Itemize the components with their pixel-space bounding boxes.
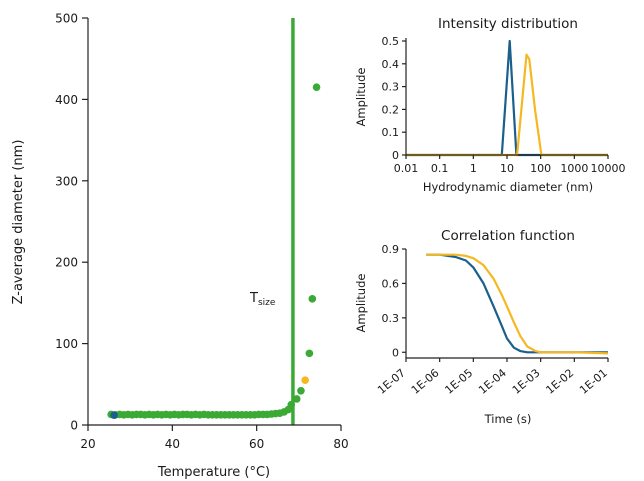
y-tick-label: 0 (392, 149, 399, 162)
data-point (292, 395, 301, 403)
data-point (308, 295, 317, 303)
y-tick-label: 0 (392, 346, 399, 359)
x-tick-label: 1000 (560, 162, 588, 175)
temperature-scatter-chart: 20 40 60 80 0 100 200 300 400 500 Temperature (°C… (11, 12, 349, 481)
y-tick-label: 0.3 (382, 81, 400, 94)
t-size-annotation: Tsize (249, 291, 276, 308)
x-tick-label: 1E-06 (409, 366, 442, 396)
y-tick-label: 0 (70, 419, 78, 433)
y-tick-label: 200 (55, 256, 78, 270)
intensity-title: Intensity distribution (438, 16, 578, 32)
axis-ticks: 0.01 0.1 1 10 100 1000 10000 0 0.1 0.2 0.3 0.4 0.5 (382, 35, 626, 175)
y-axis-title: Z-average diameter (nm) (11, 140, 26, 305)
correlation-lines (426, 253, 609, 355)
y-tick-label: 300 (55, 174, 78, 188)
series-line (426, 253, 608, 354)
series-line (426, 253, 609, 355)
y-tick-label: 400 (55, 93, 78, 107)
x-axis-title: Temperature (°C) (157, 465, 270, 480)
y-tick-label: 0.1 (382, 126, 400, 139)
y-tick-label: 100 (55, 337, 78, 351)
x-tick-label: 0.1 (431, 162, 449, 175)
x-tick-label: 1E-04 (476, 366, 509, 396)
scatter-marks (107, 18, 321, 425)
y-axis-title: Amplitude (354, 68, 368, 127)
y-axis-title: Amplitude (354, 274, 368, 333)
t-size-subscript: size (258, 298, 276, 308)
x-tick-label: 0.01 (394, 162, 419, 175)
x-tick-label: 1E-02 (543, 366, 576, 396)
data-point (305, 349, 314, 358)
y-tick-label: 0.3 (382, 312, 400, 325)
data-point (301, 376, 309, 385)
x-tick-label: 80 (333, 437, 348, 451)
x-tick-label: 1E-03 (510, 366, 543, 396)
x-axis-title: Hydrodynamic diameter (nm) (423, 180, 593, 194)
y-tick-label: 0.2 (382, 103, 400, 116)
t-size-main: T (249, 291, 258, 306)
y-tick-label: 0.9 (382, 243, 400, 256)
x-tick-label: 1E-07 (375, 366, 408, 396)
x-tick-label: 1 (470, 162, 477, 175)
x-tick-label: 100 (530, 162, 551, 175)
x-tick-label: 40 (165, 437, 180, 451)
intensity-distribution-chart: Intensity distribution 0.01 0.1 1 10 100 1000… (354, 16, 626, 194)
y-tick-label: 0.6 (382, 277, 400, 290)
x-tick-label: 1E-01 (577, 366, 610, 396)
y-tick-label: 0.5 (382, 35, 400, 48)
x-tick-label: 20 (80, 437, 95, 451)
data-point (312, 83, 321, 91)
data-point (297, 387, 305, 395)
axis-ticks: 20 40 60 80 0 100 200 300 400 500 (55, 12, 349, 452)
x-tick-label: 10000 (591, 162, 626, 175)
data-point (110, 411, 118, 420)
x-tick-label: 1E-05 (442, 366, 475, 396)
x-axis-title: Time (s) (484, 412, 532, 426)
x-tick-label: 60 (249, 437, 264, 451)
series-line (406, 39, 608, 157)
correlation-title: Correlation function (441, 228, 575, 244)
y-tick-label: 0.4 (382, 58, 400, 71)
correlation-function-chart: Correlation function 1E-07 1E-06 1E-05 1E-0… (354, 228, 610, 426)
data-point (287, 400, 296, 409)
intensity-lines (406, 39, 608, 157)
axis-ticks: 1E-07 1E-06 1E-05 1E-04 1E-03 1E-02 1E-01 0 0.3 0… (375, 243, 610, 397)
x-tick-label: 10 (500, 162, 514, 175)
y-tick-label: 500 (55, 12, 78, 26)
